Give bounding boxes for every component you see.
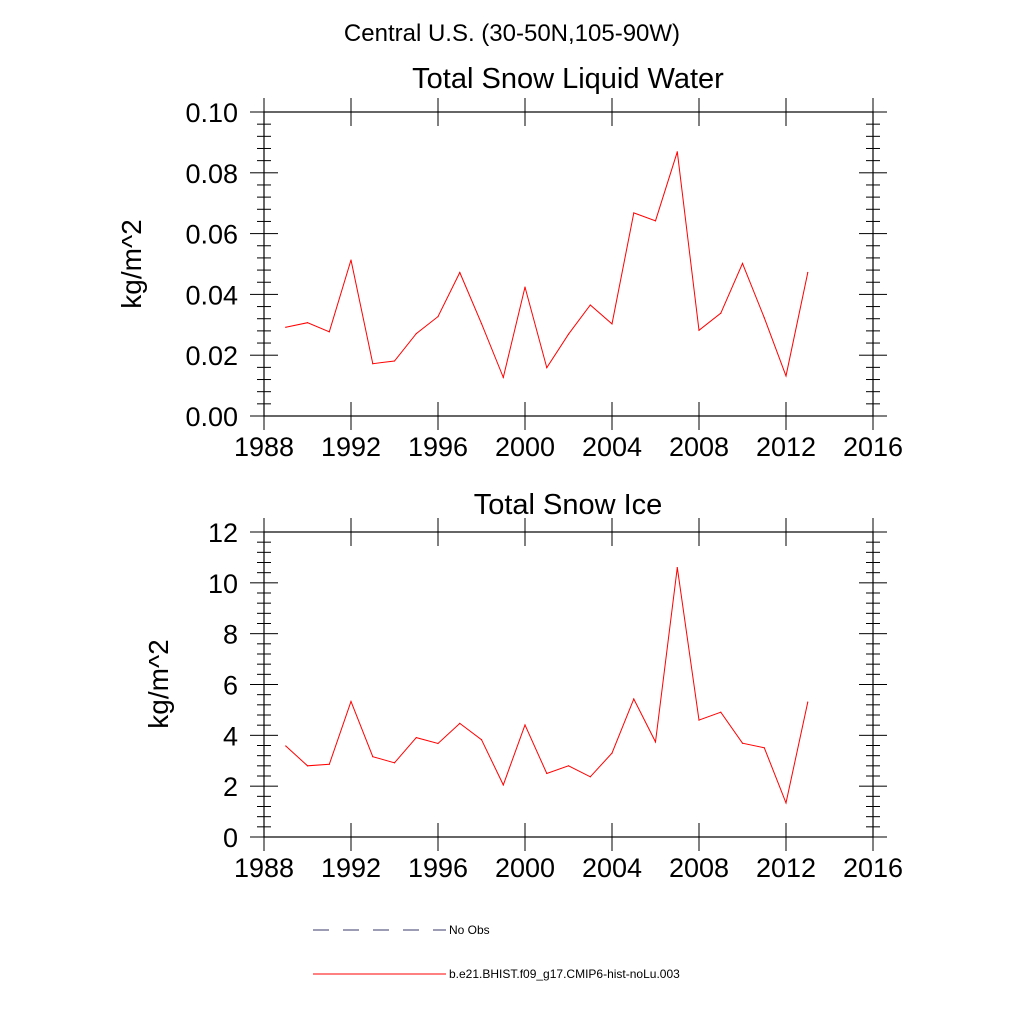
data-point xyxy=(393,360,396,362)
data-point xyxy=(763,317,765,319)
data-point xyxy=(480,739,483,741)
x-tick-label: 2004 xyxy=(582,853,642,883)
y-tick-label: 0.08 xyxy=(185,159,238,189)
data-point xyxy=(654,741,657,743)
data-point xyxy=(741,742,744,744)
data-point xyxy=(415,737,417,739)
data-point xyxy=(372,756,374,758)
y-tick-label: 0.02 xyxy=(185,341,238,371)
x-tick-label: 2012 xyxy=(756,432,816,462)
data-point xyxy=(350,700,352,703)
y-tick-label: 12 xyxy=(208,518,238,548)
data-point xyxy=(437,315,439,318)
data-point xyxy=(567,333,570,335)
x-tick-label: 1988 xyxy=(234,853,294,883)
data-point xyxy=(741,262,744,264)
data-point xyxy=(589,304,591,306)
data-point xyxy=(306,322,309,324)
y-tick-label: 0 xyxy=(223,823,238,853)
x-tick-label: 2008 xyxy=(669,432,729,462)
data-point xyxy=(502,784,504,786)
x-tick-label: 2012 xyxy=(756,853,816,883)
data-point xyxy=(720,312,722,314)
data-point xyxy=(720,711,722,713)
data-point xyxy=(698,719,700,721)
legend-label-1: b.e21.BHIST.f09_g17.CMIP6-hist-noLu.003 xyxy=(449,967,680,981)
data-point xyxy=(285,745,287,747)
data-point xyxy=(676,151,678,153)
data-point xyxy=(285,326,287,328)
x-tick-label: 1988 xyxy=(234,432,294,462)
series-group-0 xyxy=(285,151,809,380)
x-tick-label: 2000 xyxy=(495,432,555,462)
data-point xyxy=(567,765,570,767)
y-tick-label: 2 xyxy=(223,772,238,802)
y-tick-label: 0.06 xyxy=(185,220,238,250)
x-tick-label: 1996 xyxy=(408,853,468,883)
data-point xyxy=(611,323,613,325)
y-ticks-1: 0 2 4 6 8 10 12 xyxy=(208,518,887,853)
x-tick-label: 2000 xyxy=(495,853,555,883)
data-point xyxy=(546,367,548,369)
data-point xyxy=(306,765,309,767)
plot-frame-0 xyxy=(263,111,874,417)
figure-suptitle: Central U.S. (30-50N,105-90W) xyxy=(344,20,680,47)
x-ticks-1: 1988 1992 1996 2000 2004 2008 2012 2016 xyxy=(234,518,903,883)
data-point xyxy=(393,762,396,764)
y-tick-label: 6 xyxy=(223,671,238,701)
series-line-0 xyxy=(285,151,809,380)
data-point xyxy=(350,259,352,261)
x-tick-label: 1992 xyxy=(321,853,381,883)
data-point xyxy=(328,331,330,333)
data-point xyxy=(785,802,787,804)
y-tick-label: 0.10 xyxy=(185,98,238,128)
y-axis-label-0: kg/m^2 xyxy=(116,219,147,308)
panel-snow-liquid-water: Total Snow Liquid Water kg/m^2 1988 1992 1… xyxy=(116,63,903,462)
data-point xyxy=(372,363,374,365)
y-ticks-0: 0.00 0.02 0.04 0.06 0.08 0.10 xyxy=(185,98,887,432)
data-point xyxy=(328,763,330,765)
data-point xyxy=(524,724,526,726)
data-point xyxy=(654,220,657,222)
x-ticks-0: 1988 1992 1996 2000 2004 2008 2012 2016 xyxy=(234,98,903,462)
data-point xyxy=(633,212,635,214)
legend-label-0: No Obs xyxy=(449,923,490,937)
data-point xyxy=(785,375,787,377)
y-tick-label: 4 xyxy=(223,721,238,751)
y-tick-label: 0.00 xyxy=(185,402,238,432)
data-point xyxy=(589,776,591,778)
data-point xyxy=(459,271,461,274)
series-line-0 xyxy=(285,567,809,805)
y-tick-label: 10 xyxy=(208,569,238,599)
data-point xyxy=(807,701,809,703)
y-tick-label: 8 xyxy=(223,620,238,650)
y-tick-label: 0.04 xyxy=(185,280,238,310)
data-point xyxy=(437,742,439,745)
legend: No Obs b.e21.BHIST.f09_g17.CMIP6-hist-no… xyxy=(313,923,680,981)
y-axis-label-1: kg/m^2 xyxy=(143,639,174,728)
data-point xyxy=(676,566,678,569)
x-tick-label: 2008 xyxy=(669,853,729,883)
data-point xyxy=(524,286,526,288)
panel-snow-ice: Total Snow Ice kg/m^2 1988 1992 1996 2000 20… xyxy=(143,489,903,883)
x-tick-label: 2016 xyxy=(843,432,903,462)
x-tick-label: 2004 xyxy=(582,432,642,462)
x-tick-label: 1992 xyxy=(321,432,381,462)
data-point xyxy=(633,698,635,700)
data-point xyxy=(480,322,483,325)
data-point xyxy=(807,271,809,274)
data-point xyxy=(502,376,504,378)
x-tick-label: 1996 xyxy=(408,432,468,462)
data-point xyxy=(698,329,700,331)
data-point xyxy=(763,747,765,749)
x-tick-label: 2016 xyxy=(843,853,903,883)
panel-title-0: Total Snow Liquid Water xyxy=(412,63,724,95)
data-point xyxy=(459,722,461,724)
series-group-1 xyxy=(285,566,809,805)
panel-title-1: Total Snow Ice xyxy=(474,489,663,521)
data-point xyxy=(415,333,417,335)
data-point xyxy=(611,752,613,754)
data-point xyxy=(546,772,548,775)
